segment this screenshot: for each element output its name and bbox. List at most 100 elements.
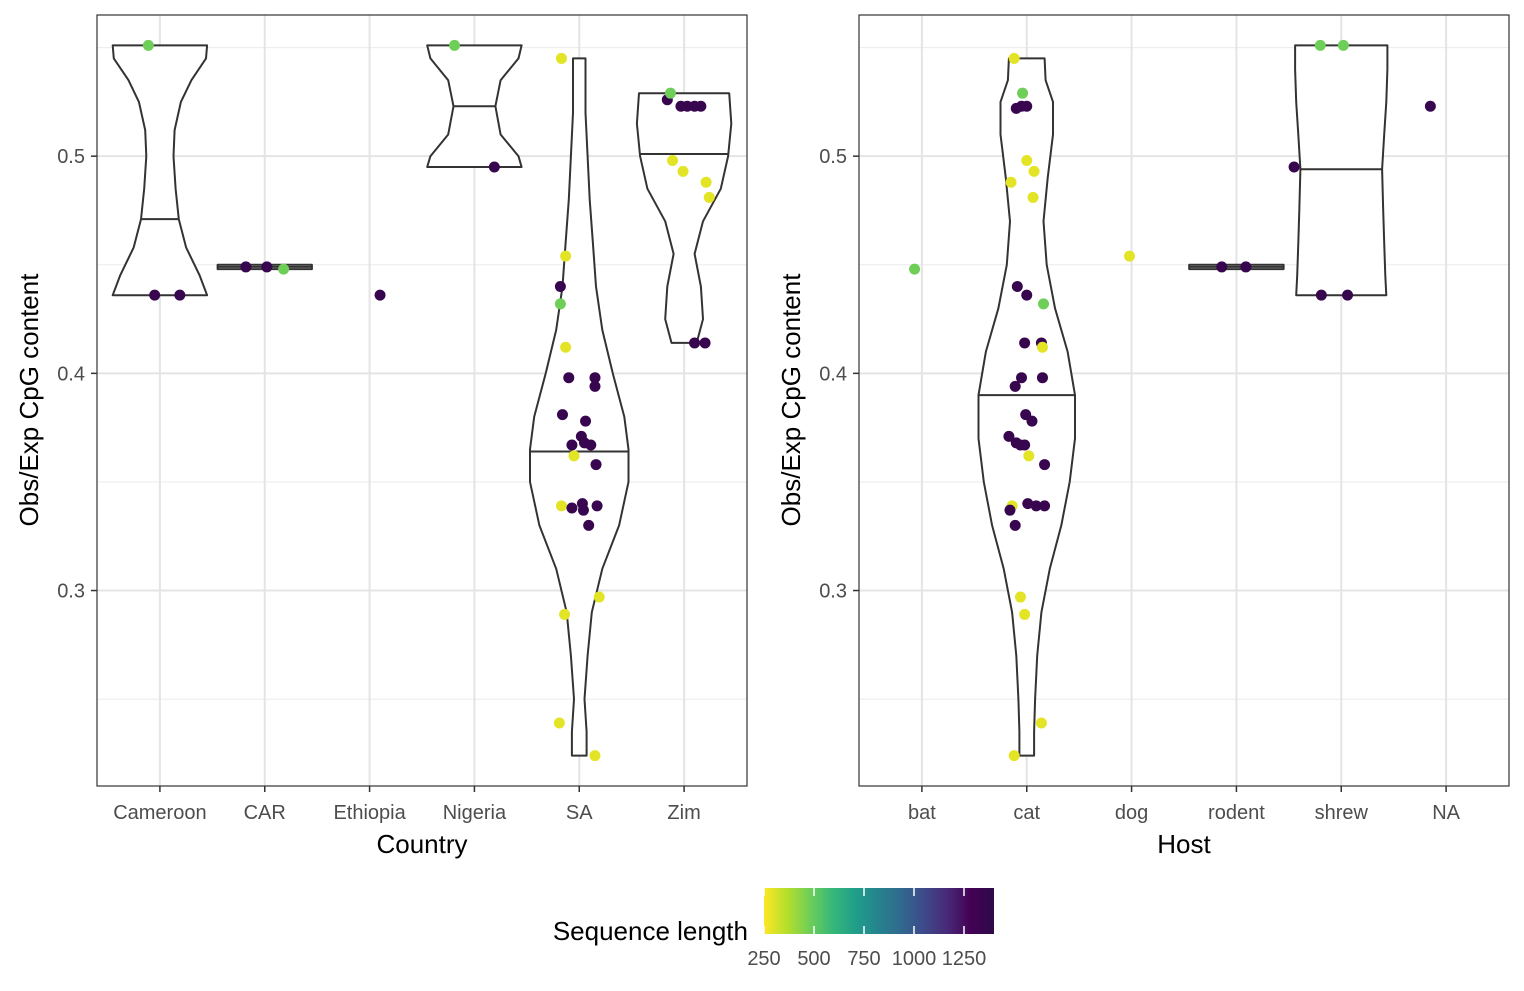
panel-border	[96, 14, 748, 787]
x-axis-title: Country	[376, 829, 467, 859]
legend-colorbar	[764, 888, 994, 934]
data-point	[566, 439, 578, 451]
data-point	[1315, 289, 1327, 301]
data-point	[589, 750, 601, 762]
data-point	[667, 155, 679, 167]
data-point	[1035, 717, 1047, 729]
data-point	[1424, 100, 1436, 112]
data-point	[1288, 161, 1300, 173]
data-point	[553, 717, 565, 729]
data-point	[1021, 100, 1033, 112]
data-point	[555, 52, 567, 64]
data-point	[1240, 261, 1252, 273]
data-point	[1028, 165, 1040, 177]
data-point	[1039, 500, 1051, 512]
data-point	[689, 337, 701, 349]
data-point	[580, 415, 592, 427]
data-point	[555, 500, 567, 512]
legend-title: Sequence length	[553, 916, 748, 946]
data-point	[700, 176, 712, 188]
data-point	[909, 263, 921, 275]
y-tick-label: 0.3	[819, 581, 847, 603]
legend-tick-label: 1000	[892, 948, 937, 970]
data-point	[1022, 498, 1034, 510]
data-point	[1008, 750, 1020, 762]
y-tick-label: 0.3	[57, 581, 85, 603]
data-point	[1019, 337, 1031, 349]
data-point	[1337, 39, 1349, 51]
x-tick-label: NA	[1432, 802, 1460, 824]
data-point	[1314, 39, 1326, 51]
x-axis-title: Host	[1157, 829, 1211, 859]
y-tick-label: 0.5	[57, 146, 85, 168]
y-axis-title: Obs/Exp CpG content	[776, 273, 806, 527]
data-point	[566, 502, 578, 514]
data-point	[554, 280, 566, 292]
data-point	[568, 450, 580, 462]
data-point	[1011, 280, 1023, 292]
violin-zim	[635, 92, 733, 344]
data-point	[488, 161, 500, 173]
data-point	[374, 289, 386, 301]
data-point	[278, 263, 290, 275]
x-tick-label: CAR	[244, 802, 286, 824]
data-point	[1021, 155, 1033, 167]
panel-marks	[909, 39, 1436, 762]
data-point	[1008, 52, 1020, 64]
panel-border	[858, 14, 1510, 787]
data-point	[583, 519, 595, 531]
violin-cameroon	[111, 44, 209, 297]
x-tick-label: cat	[1013, 802, 1040, 824]
panel-axes: 0.3 0.4 0.5 Cameroon CAR Ethiopia Nigeria SA Zim	[57, 146, 701, 824]
x-tick-label: SA	[566, 802, 593, 824]
data-point	[149, 289, 161, 301]
y-axis-title: Obs/Exp CpG content	[14, 273, 44, 527]
data-point	[1036, 372, 1048, 384]
y-tick-label: 0.5	[819, 146, 847, 168]
x-tick-label: bat	[908, 802, 936, 824]
x-tick-label: Ethiopia	[333, 802, 406, 824]
data-point	[1014, 591, 1026, 603]
data-point	[1003, 430, 1015, 442]
data-point	[585, 439, 597, 451]
host-panel: 0.3 0.4 0.5 bat cat dog rodent shrew NA Host Obs…	[776, 14, 1510, 859]
data-point	[142, 39, 154, 51]
panel-background	[859, 15, 1509, 786]
data-point	[703, 191, 715, 203]
panel-marks	[111, 39, 733, 762]
data-point	[677, 165, 689, 177]
data-point	[1216, 261, 1228, 273]
data-point	[1342, 289, 1354, 301]
data-point	[590, 459, 602, 471]
data-point	[1123, 250, 1135, 262]
data-point	[1005, 176, 1017, 188]
legend-tick-label: 750	[847, 948, 880, 970]
data-point	[1009, 519, 1021, 531]
data-point	[1023, 450, 1035, 462]
data-point	[1019, 439, 1031, 451]
data-point	[1030, 500, 1042, 512]
data-point	[1017, 87, 1029, 99]
data-point	[261, 261, 273, 273]
data-point	[1021, 289, 1033, 301]
data-point	[593, 591, 605, 603]
x-tick-label: dog	[1115, 802, 1148, 824]
legend-tick-label: 500	[797, 948, 830, 970]
data-point	[1039, 459, 1051, 471]
y-tick-label: 0.4	[57, 363, 85, 385]
data-point	[589, 372, 601, 384]
x-tick-label: shrew	[1315, 802, 1369, 824]
data-point	[695, 100, 707, 112]
data-point	[1004, 504, 1016, 516]
legend-tick-label: 250	[747, 948, 780, 970]
color-legend: Sequence length 250 500 750 1000 1250	[553, 888, 994, 970]
country-panel: 0.3 0.4 0.5 Cameroon CAR Ethiopia Nigeria SA Zim…	[14, 14, 748, 859]
violin-sa	[529, 57, 630, 757]
data-point	[554, 298, 566, 310]
data-point	[1027, 191, 1039, 203]
data-point	[591, 500, 603, 512]
data-point	[560, 341, 572, 353]
data-point	[563, 372, 575, 384]
